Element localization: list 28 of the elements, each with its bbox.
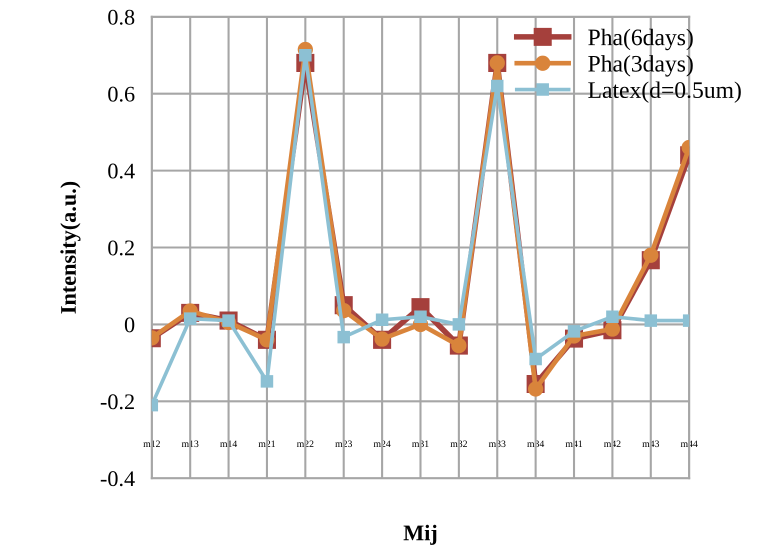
point xyxy=(414,310,427,323)
point xyxy=(528,381,544,397)
y-tick-label: 0.4 xyxy=(108,164,135,179)
y-axis-title: Intensity(a.u.) xyxy=(60,182,81,314)
point xyxy=(568,325,580,338)
point xyxy=(376,314,388,326)
x-axis-title: Mij xyxy=(404,524,436,545)
y-tick-label: -0.4 xyxy=(100,471,135,486)
x-tick-label: m13 xyxy=(182,440,198,448)
y-tick-label: -0.2 xyxy=(100,394,134,410)
x-tick-label: m14 xyxy=(220,440,238,447)
legend-label: Pha(6days) xyxy=(588,28,693,50)
y-tick-label: 0.2 xyxy=(108,240,134,256)
x-tick-label: m12 xyxy=(143,440,160,447)
point xyxy=(260,375,274,388)
point xyxy=(644,314,658,327)
point xyxy=(337,330,350,344)
legend-label: Latex(d=0.5um) xyxy=(588,81,741,103)
y-tick-label: 0 xyxy=(124,317,134,332)
point xyxy=(299,49,312,62)
y-tick-label: 0.6 xyxy=(108,86,134,102)
point xyxy=(606,310,619,323)
point xyxy=(452,318,466,331)
legend-label: Pha(3days) xyxy=(588,55,693,77)
point xyxy=(491,80,504,92)
y-tick-label: 0.8 xyxy=(108,10,134,25)
point xyxy=(643,248,658,263)
point xyxy=(529,352,542,366)
